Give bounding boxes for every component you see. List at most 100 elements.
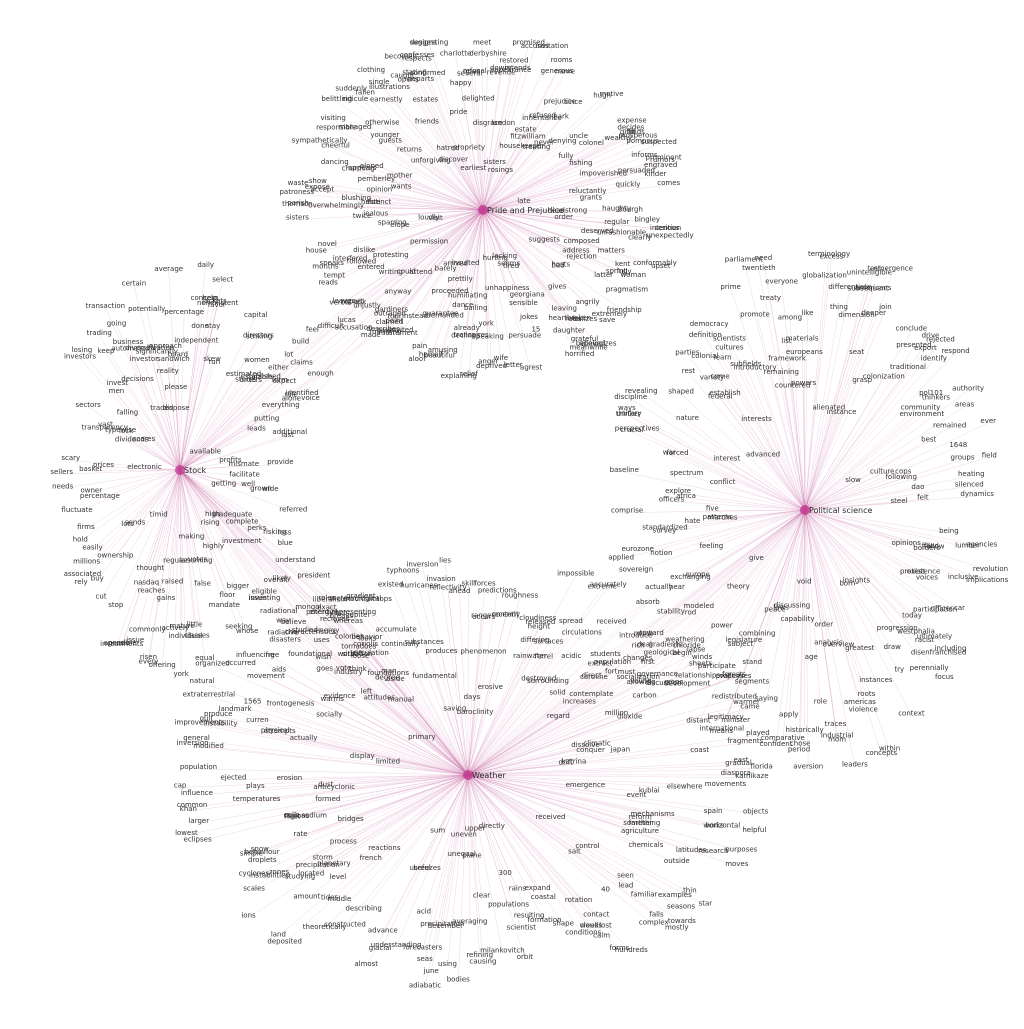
word-node-label: stop xyxy=(108,601,124,609)
word-node-label: plays xyxy=(246,782,265,790)
word-node-label: environment xyxy=(900,410,945,418)
word-node-label: analysis xyxy=(814,638,843,646)
word-node-label: deeper xyxy=(861,309,886,317)
word-node-label: substances xyxy=(404,638,444,646)
word-node-label: come xyxy=(710,372,729,380)
word-node-label: silenced xyxy=(955,480,984,488)
word-node-label: milankovitch xyxy=(480,946,525,954)
word-node-label: apply xyxy=(779,711,798,719)
word-node-label: rate xyxy=(293,830,307,838)
word-node-label: show xyxy=(309,177,327,185)
edge xyxy=(468,647,687,775)
word-node-label: emergence xyxy=(566,781,606,789)
word-node-label: twice xyxy=(353,212,372,220)
word-node-label: sum xyxy=(430,827,445,835)
word-node-label: erosion xyxy=(277,774,303,782)
word-node-label: warms xyxy=(321,695,345,703)
word-node-label: days xyxy=(464,693,481,701)
word-node-label: areas xyxy=(955,401,975,409)
word-node-label: concepts xyxy=(866,749,898,757)
word-node-label: women xyxy=(244,356,270,364)
word-node-label: caroline xyxy=(580,673,608,681)
word-node-label: claims xyxy=(290,358,313,366)
word-node-label: barely xyxy=(435,264,457,272)
word-node-label: respects xyxy=(402,55,432,63)
word-node-label: authority xyxy=(952,385,984,393)
word-node-label: 15 xyxy=(531,326,540,334)
word-node-label: winds xyxy=(692,653,713,661)
word-node-label: extraterrestrial xyxy=(183,690,236,698)
word-node-label: resulting xyxy=(514,911,545,919)
word-node-label: definition xyxy=(689,331,722,339)
word-node-label: commonly xyxy=(129,626,166,634)
word-node-label: form xyxy=(272,376,289,384)
word-node-label: scales xyxy=(243,885,265,893)
word-node-label: distant xyxy=(686,716,711,724)
word-node-label: inheritance xyxy=(522,114,562,122)
word-node-label: additional xyxy=(272,428,307,436)
word-node-label: radiational xyxy=(260,607,298,615)
word-node-label: goes xyxy=(316,664,333,672)
word-node-label: katrina xyxy=(562,757,587,765)
word-node-label: extract xyxy=(588,659,613,667)
word-node-label: japan xyxy=(610,745,630,753)
word-node-label: learn xyxy=(714,353,732,361)
word-node-label: president xyxy=(297,571,330,579)
word-node-label: born xyxy=(839,579,855,587)
word-node-label: herself xyxy=(419,350,444,358)
edge xyxy=(805,382,862,510)
word-node-label: lowest xyxy=(175,829,198,837)
word-node-label: context xyxy=(898,709,925,717)
word-node-label: gains xyxy=(157,594,176,602)
word-node-label: unequal xyxy=(447,850,475,858)
edge xyxy=(447,775,468,966)
word-node-label: came xyxy=(740,702,759,710)
word-node-label: influence xyxy=(181,789,213,797)
word-node-label: timid xyxy=(150,511,168,519)
word-node-label: colonization xyxy=(863,372,905,380)
word-node-label: war xyxy=(663,448,676,456)
word-node-label: groups xyxy=(951,454,975,462)
word-node-label: sisters xyxy=(483,158,506,166)
word-node-label: received xyxy=(597,618,627,626)
word-node-label: star xyxy=(699,900,713,908)
word-node-label: frontogenesis xyxy=(267,700,315,708)
edge xyxy=(687,475,805,510)
word-node-label: baroclinity xyxy=(457,708,494,716)
word-node-label: lies xyxy=(439,557,451,565)
word-node-label: following xyxy=(885,473,916,481)
word-node-label: point xyxy=(385,317,403,325)
edge xyxy=(468,735,758,775)
word-node-label: overall xyxy=(264,576,288,584)
word-node-label: visiting xyxy=(321,114,346,122)
edge xyxy=(483,145,591,210)
word-node-label: chose xyxy=(790,739,811,747)
word-node-label: roots xyxy=(858,690,876,698)
edge xyxy=(468,775,705,906)
word-node-label: much xyxy=(634,629,654,637)
word-node-label: horrified xyxy=(565,350,594,358)
word-node-label: colonel xyxy=(579,139,604,147)
word-node-label: mountaintops xyxy=(343,595,392,603)
word-node-label: received xyxy=(535,813,565,821)
word-node-label: rooms xyxy=(551,56,573,64)
edge xyxy=(468,775,502,952)
word-node-label: display xyxy=(350,752,375,760)
word-node-label: explaining xyxy=(441,372,477,380)
word-node-label: complex xyxy=(639,919,669,927)
word-node-label: influencing xyxy=(236,651,275,659)
word-node-label: york xyxy=(479,319,495,327)
word-node-label: interest xyxy=(713,455,740,463)
word-node-label: highly xyxy=(203,542,224,550)
word-node-label: hosts xyxy=(551,261,570,269)
word-node-label: like xyxy=(801,309,813,317)
word-node-label: acidic xyxy=(561,652,581,660)
word-node-label: meet xyxy=(473,39,491,47)
word-node-label: matters xyxy=(597,246,625,254)
word-node-label: hurting xyxy=(483,254,508,262)
word-node-label: conquer xyxy=(576,746,605,754)
word-node-label: act xyxy=(335,609,346,617)
hub-label: Stock xyxy=(184,466,207,475)
word-node-label: anyway xyxy=(384,288,411,296)
word-node-label: quickly xyxy=(616,180,641,188)
